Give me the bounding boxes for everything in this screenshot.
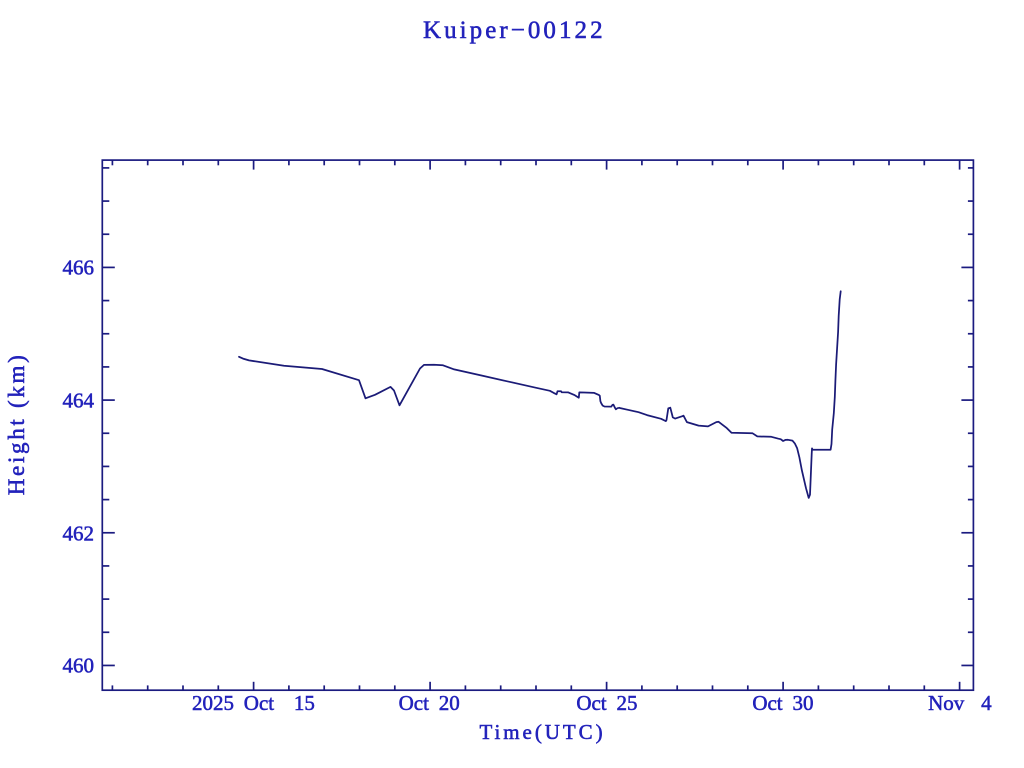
svg-text:Kuiper−00122: Kuiper−00122	[423, 17, 606, 44]
svg-text:462: 462	[63, 521, 95, 545]
svg-text:Oct 20: Oct 20	[399, 691, 460, 715]
svg-text:Oct 25: Oct 25	[576, 691, 637, 715]
svg-text:Nov 4: Nov 4	[928, 691, 992, 715]
svg-text:460: 460	[63, 654, 95, 678]
svg-text:Time(UTC): Time(UTC)	[479, 720, 605, 744]
svg-text:Oct 30: Oct 30	[752, 691, 813, 715]
svg-text:464: 464	[63, 389, 95, 413]
svg-text:2025 Oct 15: 2025 Oct 15	[192, 691, 315, 715]
svg-text:Height (km): Height (km)	[4, 353, 29, 496]
svg-text:466: 466	[63, 256, 95, 280]
